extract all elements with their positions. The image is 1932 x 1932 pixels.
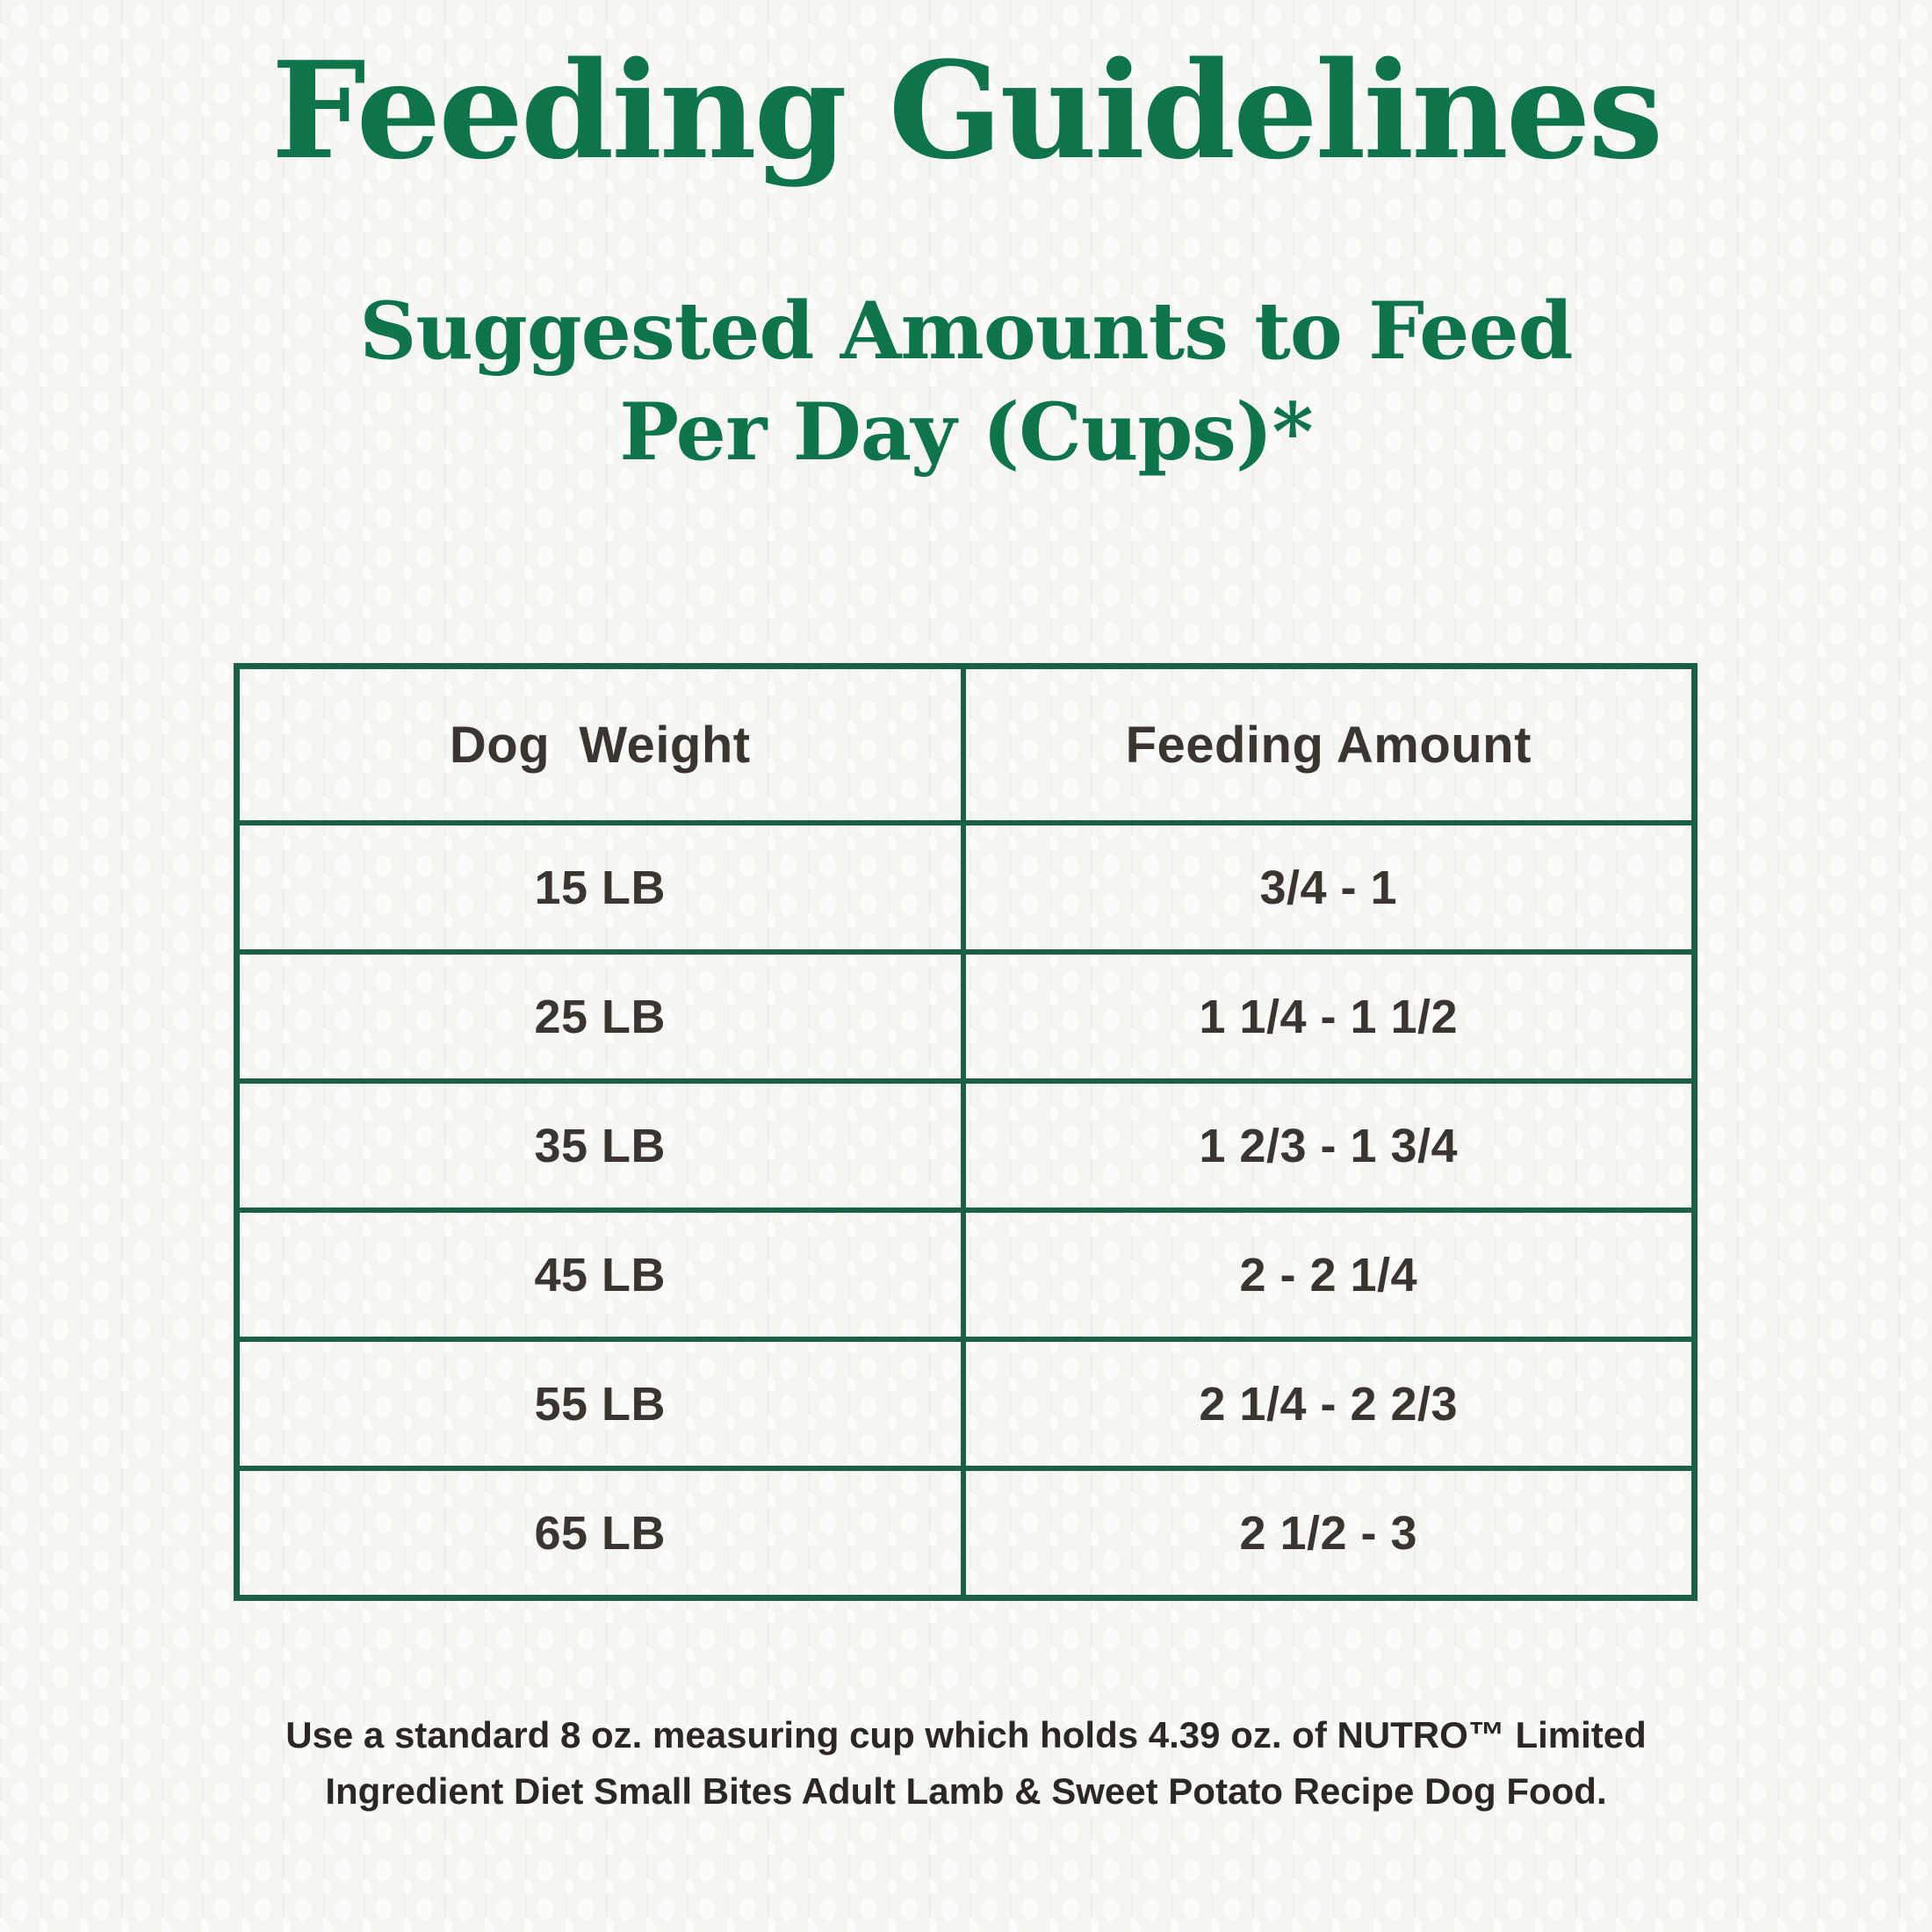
table-row: 25 LB 1 1/4 - 1 1/2 bbox=[240, 949, 1691, 1078]
dog-weight-value: 55 LB bbox=[240, 1342, 966, 1466]
table-row: 45 LB 2 - 2 1/4 bbox=[240, 1208, 1691, 1337]
feeding-amount-value: 2 1/4 - 2 2/3 bbox=[1199, 1377, 1459, 1431]
feeding-table: Dog Weight Feeding Amount 15 LB 3/4 - 1 … bbox=[234, 663, 1698, 1601]
dog-weight-value: 35 LB bbox=[240, 1084, 966, 1208]
feeding-amount-value: 2 1/2 - 3 bbox=[1239, 1506, 1418, 1560]
feeding-amount-value: 2 - 2 1/4 bbox=[1239, 1248, 1418, 1301]
page-subtitle: Suggested Amounts to Feed Per Day (Cups)… bbox=[0, 281, 1932, 483]
subtitle-line-1: Suggested Amounts to Feed bbox=[359, 285, 1573, 378]
table-row: 15 LB 3/4 - 1 bbox=[240, 820, 1691, 949]
subtitle-line-2: Per Day (Cups)* bbox=[619, 386, 1313, 479]
footnote-line-2: Ingredient Diet Small Bites Adult Lamb &… bbox=[325, 1770, 1607, 1812]
dog-weight-value: 25 LB bbox=[240, 955, 966, 1078]
feeding-amount-value: 1 1/4 - 1 1/2 bbox=[1199, 990, 1459, 1043]
feeding-amount-value: 3/4 - 1 bbox=[1259, 861, 1398, 914]
footnote-line-1: Use a standard 8 oz. measuring cup which… bbox=[285, 1714, 1647, 1755]
footnote: Use a standard 8 oz. measuring cup which… bbox=[0, 1707, 1932, 1820]
dog-weight-value: 45 LB bbox=[240, 1213, 966, 1337]
table-row: 65 LB 2 1/2 - 3 bbox=[240, 1466, 1691, 1595]
table-row: 35 LB 1 2/3 - 1 3/4 bbox=[240, 1078, 1691, 1208]
page-title: Feeding Guidelines bbox=[270, 32, 1663, 189]
dog-weight-value: 65 LB bbox=[240, 1471, 966, 1595]
column-header-dog-weight: Dog Weight bbox=[240, 669, 966, 820]
table-header-row: Dog Weight Feeding Amount bbox=[240, 669, 1691, 820]
dog-weight-value: 15 LB bbox=[240, 825, 966, 949]
feeding-amount-value: 1 2/3 - 1 3/4 bbox=[1199, 1119, 1459, 1172]
table-row: 55 LB 2 1/4 - 2 2/3 bbox=[240, 1337, 1691, 1466]
column-header-feeding-amount: Feeding Amount bbox=[1125, 716, 1532, 774]
